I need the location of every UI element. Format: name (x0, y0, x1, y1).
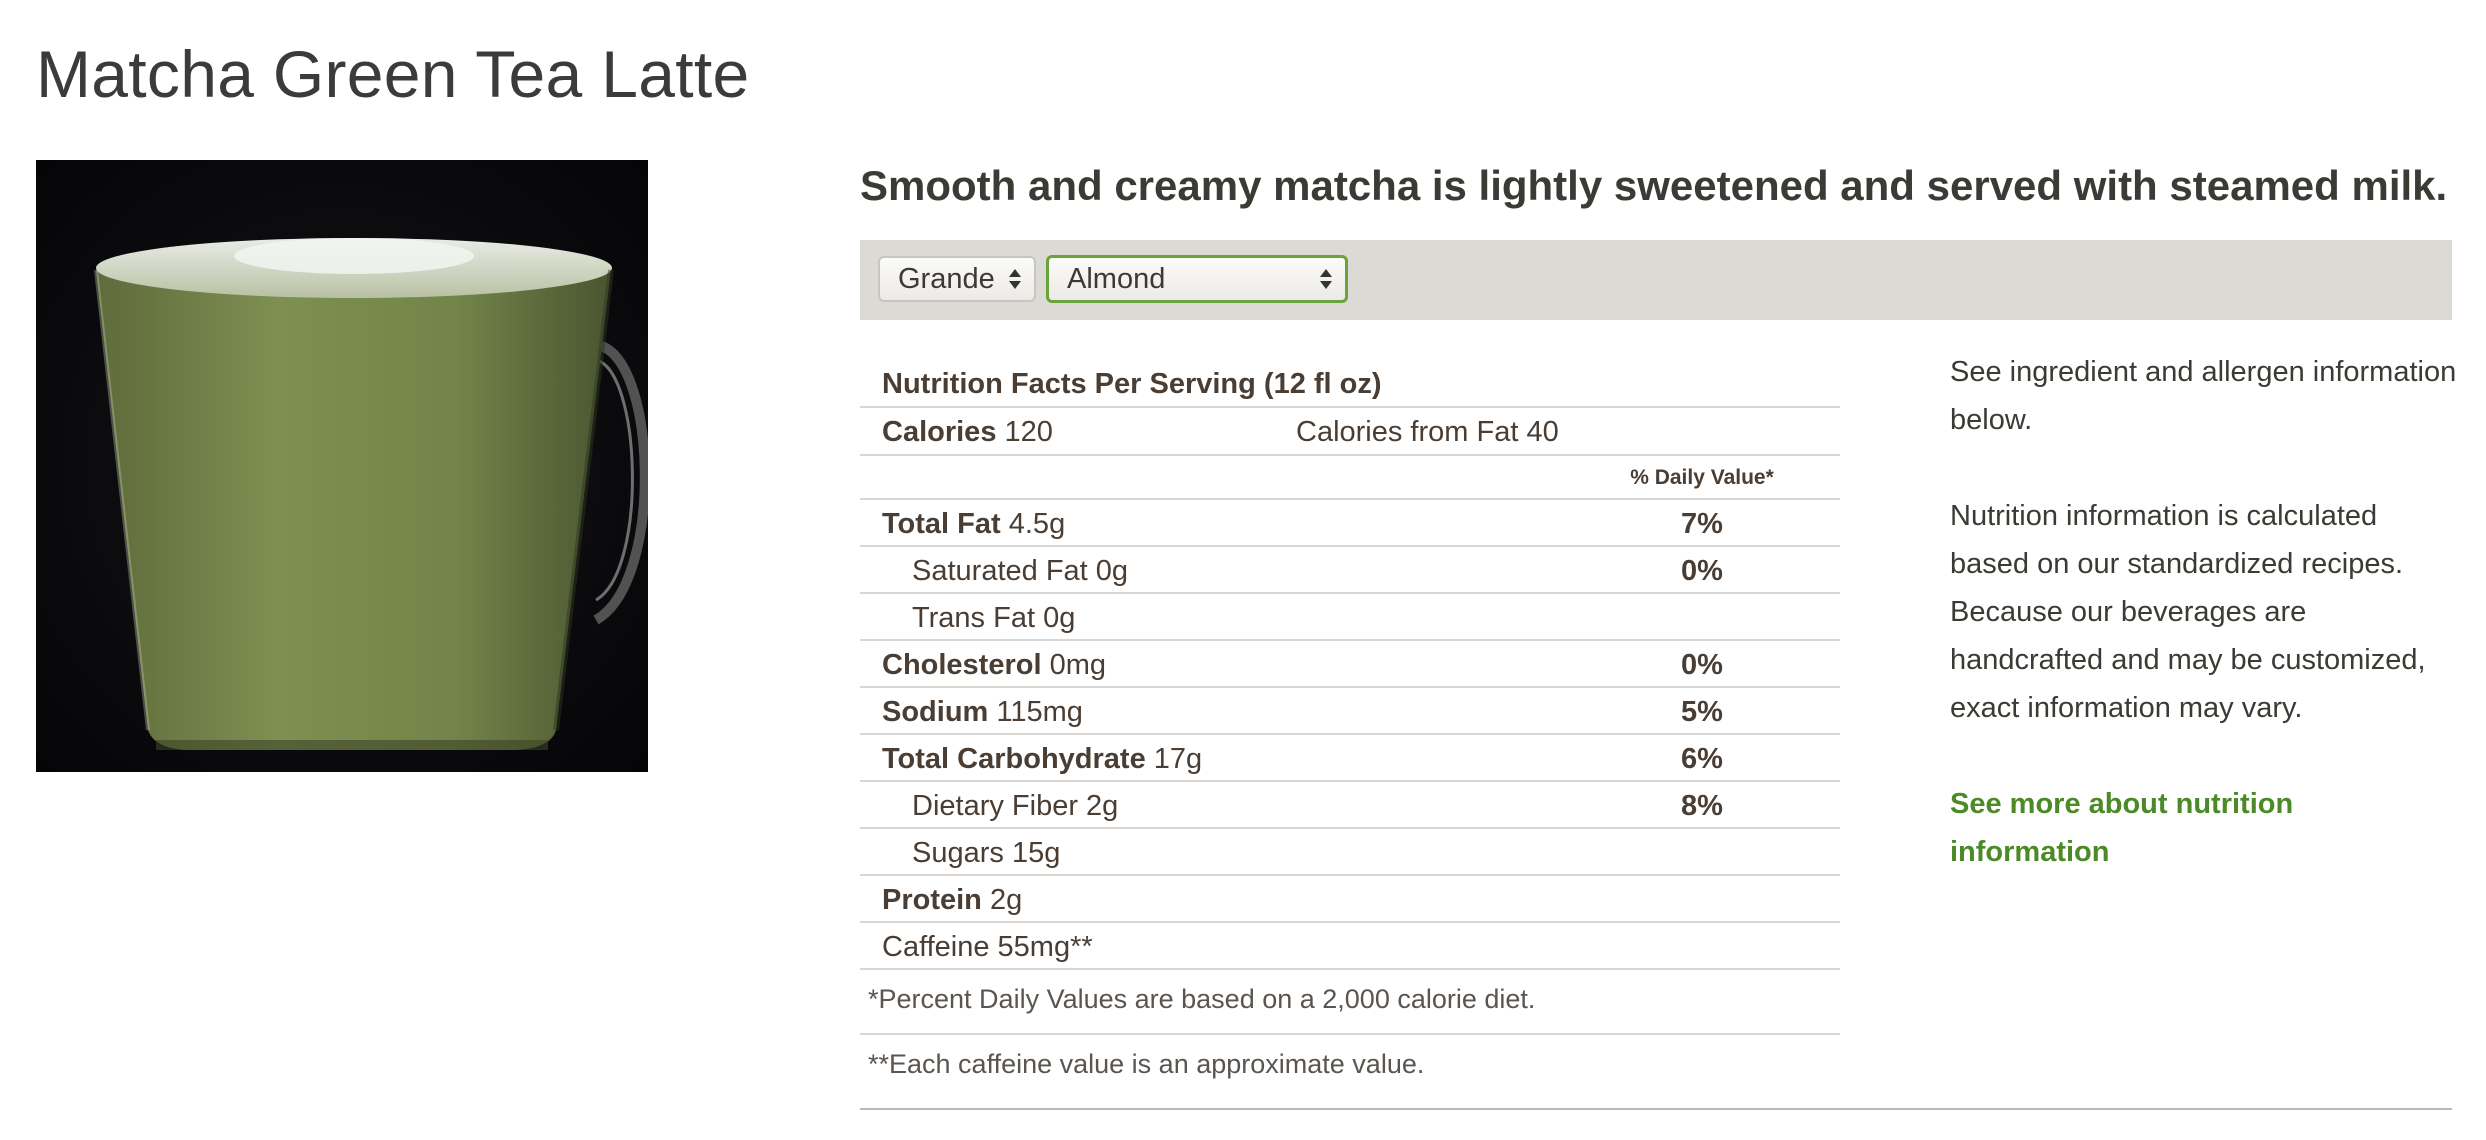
nutrient-label: Total Carbohydrate (882, 743, 1146, 775)
calories-label: Calories (882, 416, 997, 448)
nutrient-row: Saturated Fat 0g 0% (860, 547, 1840, 594)
nutrient-value: 4.5g (1008, 508, 1066, 540)
nutrient-label: Total Fat (882, 508, 1001, 540)
nutrient-row: Caffeine 55mg** (860, 923, 1840, 970)
calories-value: 120 (1004, 416, 1053, 448)
page-title: Matcha Green Tea Latte (36, 37, 750, 111)
nutrient-daily-pct: 5% (1681, 696, 1723, 728)
size-select-value: Grande (898, 263, 995, 295)
nutrient-row: Total Carbohydrate 17g 6% (860, 735, 1840, 782)
nutrient-value: 17g (1153, 743, 1203, 775)
nutrient-row: Dietary Fiber 2g 8% (860, 782, 1840, 829)
footnote-caffeine-text: **Each caffeine value is an approximate … (868, 1049, 1425, 1079)
nutrient-label: Trans Fat 0g (912, 602, 1076, 634)
section-divider (860, 1108, 2452, 1110)
nutrient-label: Sugars 15g (912, 837, 1061, 869)
nutrient-row: Total Fat 4.5g 7% (860, 500, 1840, 547)
nutrient-daily-pct: 0% (1681, 555, 1723, 587)
nutrient-daily-pct: 7% (1681, 508, 1723, 540)
nutrient-row: Protein 2g (860, 876, 1840, 923)
milk-select-value: Almond (1067, 263, 1166, 295)
footnote-daily-value: *Percent Daily Values are based on a 2,0… (860, 970, 1840, 1035)
nutrient-label: Cholesterol (882, 649, 1042, 681)
nutrition-header-row: Nutrition Facts Per Serving (12 fl oz) (860, 358, 1840, 408)
options-bar: Grande Almond (860, 240, 2452, 320)
nutrient-value: 115mg (996, 696, 1083, 728)
nutrient-row: Sodium 115mg 5% (860, 688, 1840, 735)
footnote-daily-value-text: *Percent Daily Values are based on a 2,0… (868, 984, 1536, 1014)
footnote-caffeine: **Each caffeine value is an approximate … (860, 1035, 1840, 1101)
nutrient-row: Sugars 15g (860, 829, 1840, 876)
nutrient-daily-pct: 6% (1681, 743, 1723, 775)
nutrient-row: Cholesterol 0mg 0% (860, 641, 1840, 688)
calories-from-fat: Calories from Fat 40 (1296, 416, 1559, 448)
nutrient-row: Trans Fat 0g (860, 594, 1840, 641)
nutrient-label: Sodium (882, 696, 989, 728)
nutrient-label: Caffeine 55mg** (882, 931, 1093, 963)
nutrient-label: Protein (882, 884, 982, 916)
nutrient-daily-pct: 0% (1681, 649, 1723, 681)
nutrient-label: Dietary Fiber 2g (912, 790, 1119, 822)
product-tagline: Smooth and creamy matcha is lightly swee… (860, 162, 2448, 209)
nutrient-value: 0mg (1049, 649, 1107, 681)
size-select[interactable]: Grande (878, 256, 1036, 302)
daily-value-header: % Daily Value* (1630, 466, 1774, 489)
milk-select[interactable]: Almond (1046, 255, 1348, 303)
calories-row: Calories 120 Calories from Fat 40 (860, 408, 1840, 456)
nutrition-table: Nutrition Facts Per Serving (12 fl oz) C… (860, 358, 1840, 1101)
nutrient-value: 2g (989, 884, 1023, 916)
nutrient-daily-pct: 8% (1681, 790, 1723, 822)
nutrition-info-link[interactable]: See more about nutrition information (1950, 788, 2294, 868)
allergen-note: See ingredient and allergen information … (1950, 356, 2457, 436)
calculation-note: Nutrition information is calculated base… (1950, 500, 2426, 724)
select-arrows-icon (1319, 267, 1333, 291)
nutrient-label: Saturated Fat 0g (912, 555, 1129, 587)
select-arrows-icon (1008, 267, 1022, 291)
daily-value-header-row: % Daily Value* (860, 456, 1840, 500)
nutrition-aside: See ingredient and allergen information … (1950, 348, 2460, 876)
product-image (36, 160, 648, 772)
nutrition-header: Nutrition Facts Per Serving (12 fl oz) (882, 368, 1382, 400)
